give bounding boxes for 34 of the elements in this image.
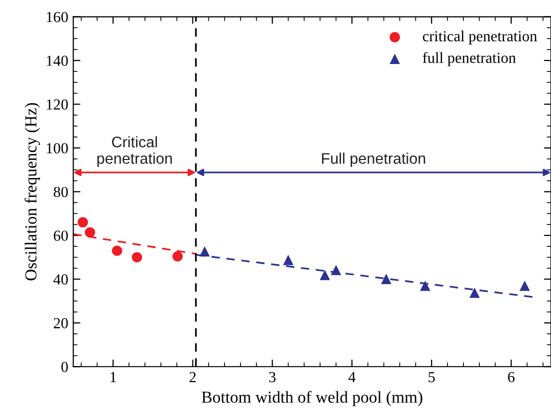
point	[84, 227, 96, 238]
point	[112, 246, 122, 256]
y-tick-label: 20	[54, 318, 68, 328]
y-tick-label: 140	[46, 56, 68, 66]
y-tick-label: 80	[54, 186, 68, 198]
point	[469, 288, 480, 298]
point	[283, 254, 294, 266]
x-tick-label: 6	[508, 372, 515, 382]
point	[420, 280, 430, 291]
x-tick-label: 5	[428, 372, 435, 382]
x-tick-label: 1	[110, 372, 116, 382]
x-tick-label: 4	[348, 372, 356, 382]
annotation: Full penetration	[322, 152, 426, 167]
legend-label: critical penetration	[422, 30, 538, 44]
y-axis-title: Oscillation frequency (Hz)	[24, 103, 40, 280]
x-tick-label: 3	[269, 372, 276, 382]
point	[172, 251, 183, 262]
x-tick-label: 2	[190, 372, 196, 382]
y-tick-label: 120	[46, 99, 68, 110]
legend-label: full penetration	[422, 52, 516, 66]
point	[132, 252, 142, 262]
point	[381, 274, 392, 284]
y-tick-label: 60	[54, 230, 68, 241]
annotation: Critical penetration	[97, 136, 172, 167]
x-axis-title: Bottom width of weld pool (mm)	[202, 390, 422, 406]
point	[78, 217, 88, 228]
point	[520, 280, 530, 291]
point	[200, 246, 210, 257]
y-tick-label: 40	[53, 274, 68, 285]
y-tick-label: 0	[61, 362, 68, 372]
y-tick-label: 160	[46, 12, 68, 22]
point	[330, 264, 342, 276]
point	[320, 270, 330, 280]
y-tick-label: 100	[46, 143, 68, 154]
